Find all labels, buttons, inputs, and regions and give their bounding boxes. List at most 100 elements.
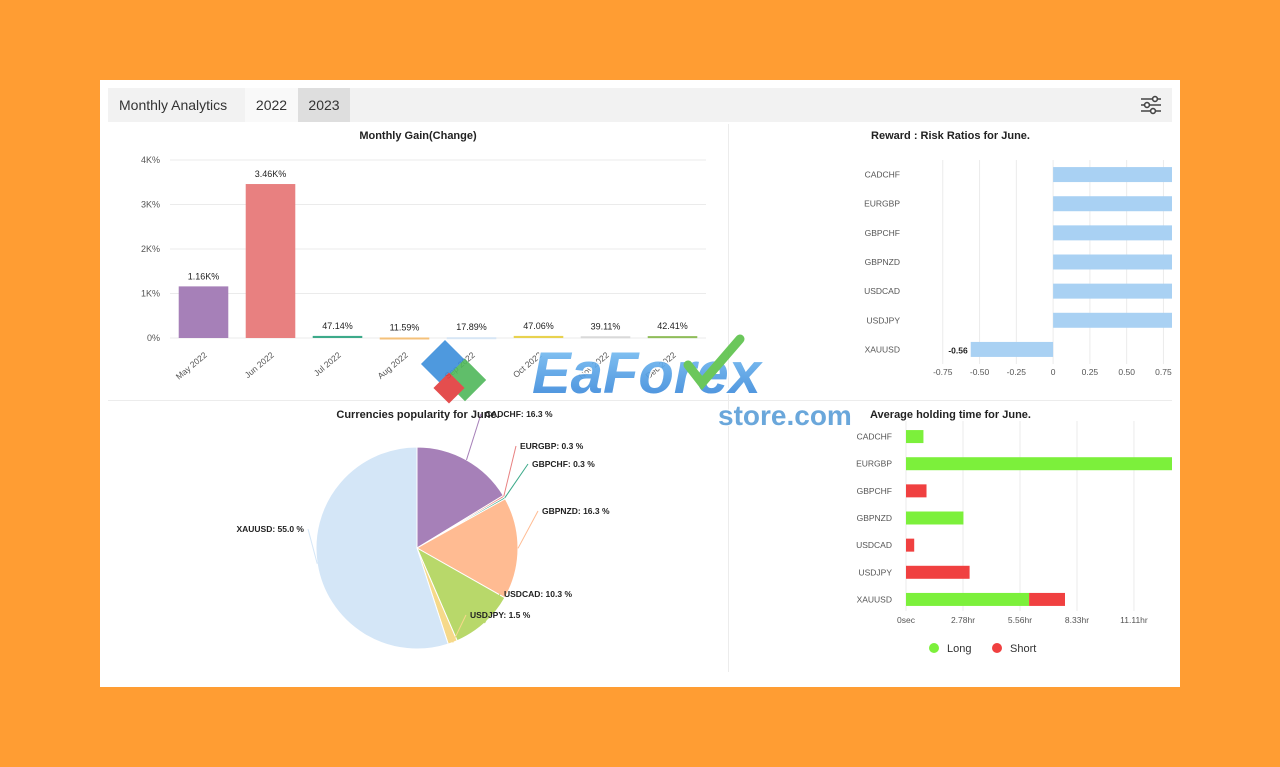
pie-leader-line [504, 463, 529, 499]
pie-slice-label: USDCAD: 10.3 % [504, 589, 572, 599]
legend-long[interactable]: Long [929, 643, 971, 655]
pie-leader-line [307, 528, 318, 564]
tab-2023[interactable]: 2023 [298, 88, 350, 122]
rr-category-label: CADCHF [865, 170, 900, 180]
gain-xtick-label: May 2022 [174, 350, 209, 382]
currency-popularity-chart: Currencies popularity for June. CADCHF: … [108, 401, 728, 687]
gain-data-label: 47.06% [523, 321, 554, 331]
rr-category-label: EURGBP [864, 199, 900, 209]
gain-data-label: 17.89% [456, 322, 487, 332]
rr-category-label: XAUUSD [865, 344, 900, 354]
rr-bar [1053, 312, 1201, 328]
monthly-gain-chart: Monthly Gain(Change) 0% 1K% 2K% 3K% 4K% 1.16K… [108, 124, 728, 400]
pie-leader-line [517, 510, 539, 549]
pie-slice [416, 446, 504, 549]
rr-xtick-label: -0.50 [970, 367, 990, 377]
rr-bar [1053, 254, 1201, 270]
gain-bar [178, 286, 229, 338]
rr-bar [1053, 167, 1201, 183]
pie-leader-line [466, 413, 482, 461]
hold-xtick-label: 11.11hr [1120, 615, 1148, 625]
pie-slice [415, 498, 519, 599]
hold-category-label: GBPNZD [857, 513, 892, 523]
hold-bar-short [906, 484, 927, 498]
pie-leader-line [484, 593, 501, 624]
rr-bar [1053, 196, 1201, 212]
hold-xtick-label: 0sec [897, 615, 916, 625]
gain-xtick-label: Aug 2022 [375, 350, 410, 381]
monthly-gain-plot: 0% 1K% 2K% 3K% 4K% 1.16K% May 2022 3.46K% Jun 20… [141, 155, 706, 382]
pie-leader-line [452, 614, 467, 643]
rr-xtick-label: 0 [1051, 367, 1056, 377]
reward-risk-plot: -0.75-0.50-0.2500.250.500.7511.25CADCHF1… [864, 160, 1246, 377]
gain-ytick-label: 4K% [141, 155, 160, 165]
pie-slice-label: GBPNZD: 16.3 % [542, 506, 610, 516]
gain-bar [446, 337, 497, 340]
hold-bar-long [906, 457, 1194, 471]
gain-bar [580, 336, 631, 339]
gain-ytick-label: 3K% [141, 200, 160, 210]
pie-leader-line [503, 445, 517, 497]
rr-xtick-label: -0.25 [1007, 367, 1027, 377]
legend-long-marker [929, 643, 939, 653]
analytics-panel: Monthly Analytics 2022 2023 Monthly Gain… [100, 80, 1260, 687]
hold-category-label: CADCHF [857, 432, 892, 442]
gain-xtick-label: Sep 2022 [442, 350, 477, 381]
column-divider [728, 124, 729, 672]
gain-xtick-label: Oct 2022 [511, 350, 544, 380]
gain-xtick-label: Nov 2022 [576, 350, 611, 381]
sliders-icon [1141, 95, 1161, 115]
rr-xtick-label: 0.25 [1082, 367, 1099, 377]
gain-data-label: 1.16K% [188, 271, 220, 281]
rr-bar [970, 341, 1054, 357]
pie-slice-label: GBPCHF: 0.3 % [532, 459, 595, 469]
rr-bar [1053, 225, 1201, 241]
gain-data-label: 39.11% [591, 321, 621, 331]
pie-slice-label: EURGBP: 0.3 % [520, 441, 584, 451]
gain-bar [647, 336, 698, 339]
reward-risk-chart: Reward : Risk Ratios for June. -0.75 -0.5… [729, 124, 1246, 400]
gain-xtick-label: Jul 2022 [312, 350, 343, 378]
rr-category-label: GBPNZD [865, 257, 900, 267]
settings-button[interactable] [1140, 95, 1162, 115]
gain-data-label: 47.14% [322, 321, 353, 331]
pie-slice [315, 446, 449, 650]
hold-category-label: EURGBP [856, 459, 892, 469]
rr-data-label: -0.56 [948, 345, 968, 355]
hold-bar-long [906, 511, 964, 525]
hold-category-label: USDCAD [856, 540, 892, 550]
legend-short-marker [992, 643, 1002, 653]
legend-short-label: Short [1010, 643, 1037, 655]
holding-time-title: Average holding time for June. [870, 409, 1031, 421]
tab-2022[interactable]: 2022 [245, 88, 298, 122]
gain-data-label: 11.59% [390, 322, 420, 332]
pie-slice-label: XAUUSD: 55.0 % [236, 524, 304, 534]
gain-bar [513, 335, 564, 338]
hold-bar-long [906, 430, 924, 444]
hold-bar-long [906, 592, 1030, 606]
rr-xtick-label: -0.75 [933, 367, 953, 377]
hold-xtick-label: 5.56hr [1008, 615, 1032, 625]
hold-category-label: USDJPY [858, 567, 892, 577]
rr-xtick-label: 0.50 [1118, 367, 1135, 377]
page-title: Monthly Analytics [119, 97, 228, 113]
rr-category-label: USDJPY [866, 315, 900, 325]
hold-category-label: XAUUSD [857, 594, 892, 604]
hold-xtick-label: 2.78hr [951, 615, 975, 625]
analytics-header: Monthly Analytics 2022 2023 [108, 88, 1172, 122]
gain-ytick-label: 2K% [141, 244, 160, 254]
gain-bar [379, 337, 430, 340]
gain-xtick-label: Jun 2022 [243, 350, 276, 380]
hold-bar-short [1029, 592, 1065, 606]
gain-ytick-label: 0% [147, 333, 160, 343]
hold-bar-short [906, 565, 970, 579]
rr-xtick-label: 0.75 [1155, 367, 1172, 377]
holding-time-chart: Average holding time for June. 0sec 2.78h… [729, 401, 1260, 687]
currency-popularity-plot: CADCHF: 16.3 % EURGBP: 0.3 % GBPCHF: 0.3 %… [236, 409, 610, 650]
reward-risk-title: Reward : Risk Ratios for June. [871, 130, 1030, 142]
hold-bar-short [906, 538, 915, 552]
row-divider [108, 400, 1172, 401]
rr-bar [1053, 283, 1201, 299]
legend-short[interactable]: Short [992, 643, 1036, 655]
legend-long-label: Long [947, 643, 972, 655]
